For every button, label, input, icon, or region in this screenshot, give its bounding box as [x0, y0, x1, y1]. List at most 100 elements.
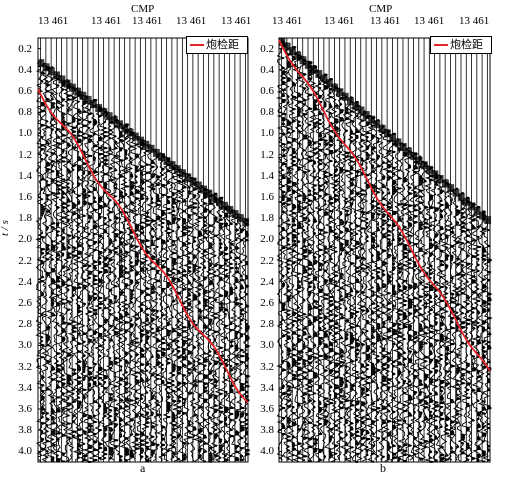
wiggle-fill	[439, 225, 443, 228]
wiggle-fill	[445, 254, 450, 257]
wiggle-fill	[318, 82, 321, 85]
wiggle-fill	[124, 255, 127, 258]
wiggle-fill	[397, 373, 400, 376]
wiggle-fill	[471, 389, 476, 392]
wiggle-fill	[371, 232, 375, 235]
wiggle-fill	[334, 284, 338, 287]
wiggle-fill	[66, 288, 70, 291]
wiggle-fill	[392, 150, 396, 153]
wiggle-fill	[329, 112, 332, 115]
wiggle-fill	[198, 302, 201, 305]
wiggle-fill	[234, 413, 239, 416]
wiggle-fill	[208, 322, 212, 325]
wiggle-fill	[450, 307, 453, 310]
wiggle-fill	[313, 332, 317, 335]
wiggle-fill	[334, 180, 338, 183]
wiggle-fill	[313, 374, 317, 377]
wiggle-fill	[98, 201, 101, 204]
wiggle-fill	[339, 431, 343, 434]
wiggle-fill	[329, 320, 334, 323]
wiggle-fill	[61, 150, 64, 153]
wiggle-fill	[240, 459, 244, 462]
wiggle-fill	[61, 134, 66, 137]
wiggle-fill	[234, 459, 240, 462]
wiggle-fill	[103, 387, 107, 390]
wiggle-fill	[51, 444, 55, 447]
wiggle-fill	[350, 384, 355, 387]
wiggle-fill	[297, 232, 300, 235]
wiggle-fill	[408, 216, 412, 219]
wiggle-fill	[334, 274, 338, 277]
wiggle-fill	[150, 255, 156, 258]
wiggle-fill	[45, 228, 48, 231]
wiggle-fill	[371, 366, 376, 369]
wiggle-fill	[418, 313, 423, 316]
wiggle-fill	[323, 403, 328, 406]
wiggle-fill	[103, 269, 108, 272]
wiggle-fill	[318, 288, 323, 291]
first-arrival-band	[121, 124, 129, 133]
wiggle-fill	[203, 442, 207, 445]
wiggle-fill	[87, 294, 91, 297]
wiggle-fill	[72, 294, 75, 297]
wiggle-fill	[108, 167, 113, 170]
wiggle-fill	[129, 191, 133, 194]
wiggle-fill	[51, 418, 54, 421]
wiggle-fill	[140, 179, 144, 182]
wiggle-fill	[460, 212, 465, 215]
wiggle-fill	[297, 404, 300, 407]
wiggle-fill	[208, 190, 211, 193]
wiggle-fill	[129, 433, 133, 436]
wiggle-fill	[224, 248, 227, 251]
wiggle-fill	[208, 338, 211, 341]
wiggle-fill	[323, 135, 326, 138]
wiggle-fill	[51, 240, 54, 243]
wiggle-fill	[392, 444, 396, 447]
wiggle-fill	[360, 159, 364, 162]
wiggle-fill	[387, 134, 391, 137]
wiggle-fill	[245, 339, 248, 342]
wiggle-fill	[103, 205, 107, 208]
wiggle-fill	[203, 220, 206, 223]
wiggle-fill	[156, 245, 159, 248]
wiggle-fill	[381, 131, 386, 134]
wiggle-fill	[434, 437, 438, 440]
wiggle-fill	[192, 178, 196, 181]
wiggle-fill	[245, 239, 249, 242]
wiggle-fill	[323, 335, 328, 338]
wiggle-fill	[471, 219, 475, 222]
wiggle-fill	[129, 237, 133, 240]
wiggle-fill	[408, 326, 412, 329]
wiggle-fill	[208, 198, 211, 201]
wiggle-fill	[240, 285, 243, 288]
wiggle-fill	[482, 212, 484, 215]
wiggle-fill	[166, 416, 171, 419]
wiggle-fill	[124, 167, 127, 170]
wiggle-fill	[187, 214, 191, 217]
wiggle-fill	[455, 187, 458, 190]
wiggle-fill	[45, 170, 49, 173]
wiggle-fill	[482, 440, 485, 443]
wiggle-fill	[339, 213, 342, 216]
wiggle-fill	[292, 96, 297, 99]
wiggle-fill	[387, 432, 391, 435]
wiggle-fill	[408, 192, 413, 195]
wiggle-fill	[292, 130, 295, 133]
wiggle-fill	[161, 447, 164, 450]
wiggle-fill	[466, 382, 471, 385]
wiggle-fill	[339, 407, 344, 410]
wiggle-fill	[334, 250, 337, 253]
wiggle-fill	[61, 322, 66, 325]
wiggle-fill	[286, 335, 291, 338]
wiggle-fill	[140, 329, 144, 332]
wiggle-fill	[98, 335, 102, 338]
wiggle-fill	[77, 242, 80, 245]
wiggle-fill	[302, 217, 307, 220]
wiggle-fill	[455, 367, 460, 370]
wiggle-fill	[208, 454, 213, 457]
wiggle-fill	[450, 309, 454, 312]
wiggle-fill	[334, 452, 337, 455]
wiggle-fill	[192, 194, 197, 197]
wiggle-fill	[240, 421, 243, 424]
wiggle-fill	[166, 324, 170, 327]
